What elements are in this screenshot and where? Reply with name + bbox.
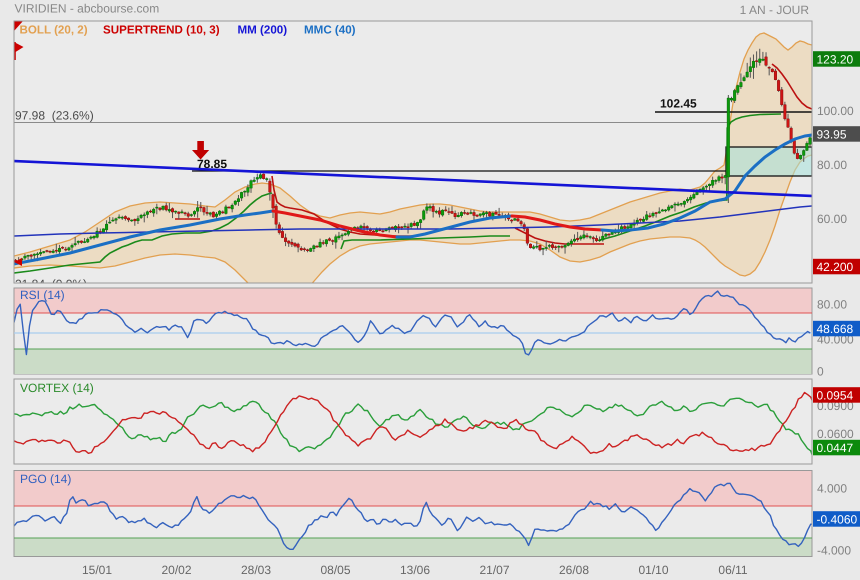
svg-text:60.00: 60.00 xyxy=(817,212,847,226)
svg-text:MM (200): MM (200) xyxy=(238,24,288,37)
svg-text:4.000: 4.000 xyxy=(817,481,847,495)
svg-text:42.200: 42.200 xyxy=(817,260,854,274)
svg-text:21.84 (0.0%): 21.84 (0.0%) xyxy=(15,277,87,291)
svg-text:MMC (40): MMC (40) xyxy=(304,24,356,37)
svg-text:0.0447: 0.0447 xyxy=(817,441,854,455)
svg-text:SUPERTREND (10, 3): SUPERTREND (10, 3) xyxy=(103,24,220,37)
svg-text:1 AN - JOUR: 1 AN - JOUR xyxy=(740,3,810,17)
svg-text:01/10: 01/10 xyxy=(638,563,668,577)
svg-text:-4.000: -4.000 xyxy=(817,543,851,557)
svg-text:97.98 (23.6%): 97.98 (23.6%) xyxy=(15,109,94,123)
svg-text:0: 0 xyxy=(817,364,824,378)
svg-text:VORTEX (14): VORTEX (14) xyxy=(20,381,94,395)
svg-text:48.668: 48.668 xyxy=(817,322,854,336)
svg-text:08/05: 08/05 xyxy=(320,563,350,577)
svg-text:RSI (14): RSI (14) xyxy=(20,288,65,302)
svg-text:VIRIDIEN - abcbourse.com: VIRIDIEN - abcbourse.com xyxy=(15,2,160,16)
svg-text:0.0600: 0.0600 xyxy=(817,427,854,441)
svg-text:28/03: 28/03 xyxy=(241,563,271,577)
svg-text:123.20: 123.20 xyxy=(817,52,854,66)
svg-text:80.00: 80.00 xyxy=(817,297,847,311)
svg-text:21/07: 21/07 xyxy=(479,563,509,577)
svg-text:15/01: 15/01 xyxy=(82,563,112,577)
svg-text:26/08: 26/08 xyxy=(559,563,589,577)
svg-text:BOLL (20, 2): BOLL (20, 2) xyxy=(20,24,88,37)
svg-text:78.85: 78.85 xyxy=(197,157,227,171)
svg-text:PGO (14): PGO (14) xyxy=(20,472,71,486)
svg-text:13/06: 13/06 xyxy=(400,563,430,577)
svg-text:0.0954: 0.0954 xyxy=(817,388,854,402)
svg-text:102.45: 102.45 xyxy=(660,97,697,111)
svg-text:93.95: 93.95 xyxy=(817,127,847,141)
svg-text:20/02: 20/02 xyxy=(161,563,191,577)
svg-text:-0.4060: -0.4060 xyxy=(817,512,858,526)
svg-text:06/11: 06/11 xyxy=(718,563,747,577)
svg-text:100.00: 100.00 xyxy=(817,104,854,118)
svg-text:80.00: 80.00 xyxy=(817,158,847,172)
